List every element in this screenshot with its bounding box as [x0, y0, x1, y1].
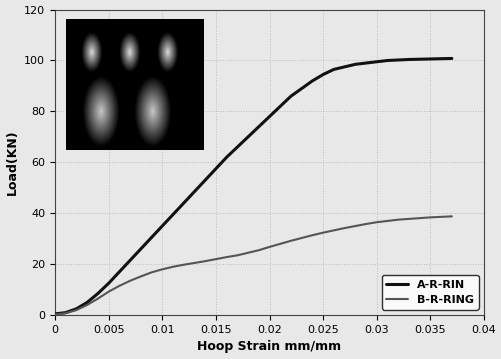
- A-R-RIN: [116, 270, 122, 274]
- B-R-RING: [159, 267, 165, 271]
- B-R-RING: [437, 215, 443, 219]
- B-R-RING: [384, 219, 390, 223]
- A-R-RIN: [84, 300, 90, 304]
- B-R-RING: [202, 259, 208, 264]
- A-R-RIN: [405, 57, 411, 62]
- B-R-RING: [256, 248, 262, 252]
- B-R-RING: [394, 218, 400, 222]
- B-R-RING: [352, 224, 358, 228]
- B-R-RING: [73, 308, 79, 312]
- Line: B-R-RING: B-R-RING: [55, 216, 451, 314]
- A-R-RIN: [394, 58, 400, 62]
- B-R-RING: [170, 265, 176, 269]
- A-R-RIN: [352, 62, 358, 66]
- B-R-RING: [116, 284, 122, 288]
- B-R-RING: [288, 239, 294, 243]
- B-R-RING: [362, 222, 368, 226]
- A-R-RIN: [448, 56, 454, 61]
- A-R-RIN: [105, 281, 111, 285]
- A-R-RIN: [234, 145, 240, 149]
- B-R-RING: [52, 312, 58, 317]
- A-R-RIN: [298, 87, 304, 91]
- B-R-RING: [266, 245, 272, 249]
- B-R-RING: [63, 311, 69, 315]
- A-R-RIN: [256, 125, 262, 129]
- B-R-RING: [330, 228, 336, 233]
- A-R-RIN: [244, 135, 250, 139]
- B-R-RING: [416, 216, 422, 220]
- A-R-RIN: [362, 61, 368, 65]
- A-R-RIN: [277, 104, 283, 108]
- A-R-RIN: [223, 155, 229, 159]
- B-R-RING: [448, 214, 454, 219]
- B-R-RING: [84, 303, 90, 307]
- A-R-RIN: [384, 58, 390, 62]
- A-R-RIN: [373, 60, 379, 64]
- A-R-RIN: [52, 312, 58, 316]
- A-R-RIN: [170, 213, 176, 217]
- A-R-RIN: [148, 236, 154, 240]
- A-R-RIN: [416, 57, 422, 61]
- B-R-RING: [127, 279, 133, 283]
- B-R-RING: [137, 274, 143, 279]
- A-R-RIN: [426, 57, 432, 61]
- B-R-RING: [105, 290, 111, 294]
- B-R-RING: [180, 262, 186, 267]
- A-R-RIN: [127, 258, 133, 262]
- A-R-RIN: [202, 178, 208, 182]
- A-R-RIN: [180, 201, 186, 205]
- A-R-RIN: [191, 190, 197, 194]
- A-R-RIN: [330, 67, 336, 71]
- B-R-RING: [309, 233, 315, 237]
- A-R-RIN: [288, 94, 294, 98]
- B-R-RING: [405, 217, 411, 221]
- A-R-RIN: [159, 224, 165, 228]
- A-R-RIN: [437, 57, 443, 61]
- A-R-RIN: [341, 65, 347, 69]
- B-R-RING: [244, 251, 250, 255]
- Legend: A-R-RIN, B-R-RING: A-R-RIN, B-R-RING: [381, 275, 477, 309]
- B-R-RING: [277, 242, 283, 246]
- B-R-RING: [426, 215, 432, 219]
- B-R-RING: [234, 253, 240, 257]
- B-R-RING: [320, 230, 326, 235]
- B-R-RING: [191, 261, 197, 265]
- X-axis label: Hoop Strain mm/mm: Hoop Strain mm/mm: [197, 340, 341, 354]
- B-R-RING: [223, 255, 229, 259]
- B-R-RING: [341, 226, 347, 230]
- Y-axis label: Load(KN): Load(KN): [6, 130, 19, 195]
- A-R-RIN: [73, 307, 79, 311]
- A-R-RIN: [309, 79, 315, 83]
- A-R-RIN: [212, 167, 218, 171]
- A-R-RIN: [63, 311, 69, 315]
- A-R-RIN: [266, 115, 272, 119]
- A-R-RIN: [320, 73, 326, 77]
- A-R-RIN: [137, 247, 143, 251]
- B-R-RING: [95, 297, 101, 301]
- B-R-RING: [373, 220, 379, 224]
- Line: A-R-RIN: A-R-RIN: [55, 59, 451, 314]
- A-R-RIN: [95, 292, 101, 296]
- B-R-RING: [148, 270, 154, 275]
- B-R-RING: [212, 257, 218, 261]
- B-R-RING: [298, 236, 304, 240]
